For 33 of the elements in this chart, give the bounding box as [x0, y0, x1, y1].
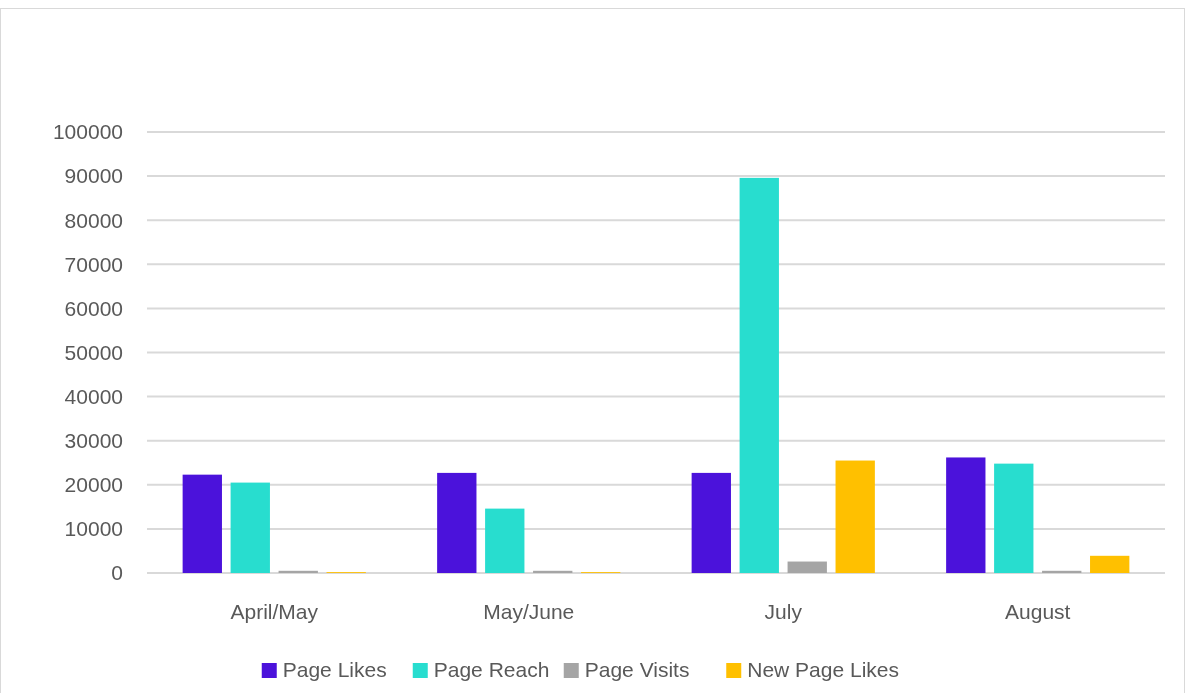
y-tick-label: 80000: [64, 208, 123, 232]
x-tick-label: August: [1005, 600, 1071, 623]
y-tick-label: 20000: [64, 473, 123, 497]
y-tick-label: 50000: [64, 340, 123, 364]
bar: [230, 482, 270, 573]
bar: [691, 472, 731, 573]
y-tick-label: 10000: [64, 517, 123, 541]
bar: [278, 570, 318, 573]
x-tick-label: May/June: [483, 600, 575, 623]
bar: [946, 457, 986, 573]
x-tick-label: July: [764, 600, 803, 623]
y-tick-label: 40000: [64, 384, 123, 408]
y-tick-label: 30000: [64, 429, 123, 453]
legend-label: Page Visits: [584, 658, 690, 681]
bar: [994, 463, 1034, 573]
y-tick-label: 70000: [64, 252, 123, 276]
bar: [1090, 555, 1130, 573]
y-tick-label: 90000: [64, 164, 123, 188]
bar: [533, 570, 573, 573]
bar: [835, 460, 875, 573]
bar: [437, 472, 477, 573]
bar: [1042, 570, 1082, 573]
y-tick-label: 100000: [52, 120, 123, 144]
legend-label: Page Likes: [282, 658, 387, 681]
bar: [485, 508, 525, 573]
y-tick-label: 60000: [64, 296, 123, 320]
bar: [182, 474, 222, 573]
legend-label: New Page Likes: [747, 658, 899, 681]
y-tick-label: 0: [111, 561, 123, 585]
legend-label: Page Reach: [433, 658, 550, 681]
bar: [787, 561, 827, 573]
bar: [739, 177, 779, 573]
x-tick-label: April/May: [230, 600, 319, 623]
